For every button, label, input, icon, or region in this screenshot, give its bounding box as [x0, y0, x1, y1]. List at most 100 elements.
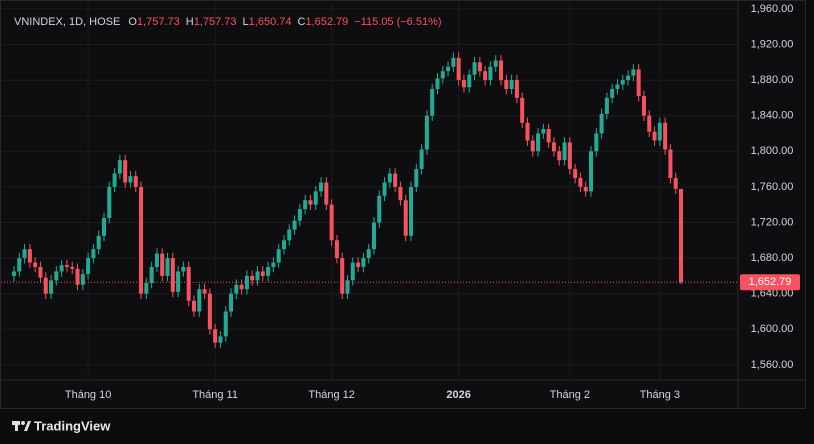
field-key: L: [243, 16, 249, 28]
header-line: VNINDEX, 1D, HOSE O1,757.73 H1,757.73 L1,65…: [14, 16, 442, 28]
candle-body: [419, 149, 424, 170]
candle-body: [149, 266, 154, 283]
y-tick-label: 1,880.00: [751, 74, 794, 86]
candle-body: [202, 289, 207, 294]
change: −115.05 (−6.51%): [354, 16, 441, 28]
candle-body: [244, 275, 249, 290]
chart-frame: [0, 0, 806, 409]
candle-body: [435, 78, 440, 89]
candle-body: [557, 151, 562, 161]
candle-body: [308, 200, 313, 205]
candle-body: [271, 262, 276, 267]
y-tick-label: 1,800.00: [751, 145, 794, 157]
candle-body: [573, 169, 578, 178]
candle-body: [610, 88, 615, 98]
candle-body: [578, 177, 583, 187]
candle-body: [250, 275, 255, 281]
candle-body: [546, 129, 551, 143]
candle-body: [583, 186, 588, 192]
candle-body: [186, 266, 191, 301]
candle-body: [551, 142, 556, 152]
candle-body: [567, 142, 572, 170]
candle-body: [345, 280, 350, 294]
candle-body: [170, 258, 175, 292]
candle-body: [456, 57, 461, 81]
field-key: O: [128, 16, 137, 28]
candle-body: [292, 220, 297, 230]
candle-body: [377, 195, 382, 223]
y-tick-label: 1,560.00: [751, 359, 794, 371]
candle-body: [86, 258, 91, 275]
symbol: VNINDEX, 1D, HOSE: [14, 16, 120, 28]
field-value: 1,652.79: [305, 16, 348, 28]
y-tick-label: 1,960.00: [751, 3, 794, 15]
candle-body: [303, 200, 308, 210]
candle-body: [276, 249, 281, 263]
candle-body: [260, 271, 265, 276]
candle-body: [673, 177, 678, 189]
candle-body: [64, 265, 69, 267]
candle-body: [165, 258, 170, 276]
candle-body: [229, 293, 234, 312]
candle-body: [641, 96, 646, 116]
candle-body: [493, 60, 498, 67]
candle-body: [101, 218, 107, 236]
candle-body: [133, 176, 138, 187]
field-value: 1,650.74: [249, 16, 292, 28]
candle-body: [440, 71, 445, 79]
candle-body: [160, 253, 165, 276]
candle-body: [514, 80, 519, 98]
candle-body: [281, 240, 286, 250]
candle-body: [647, 115, 652, 132]
candle-body: [657, 122, 662, 141]
candle-body: [403, 200, 408, 236]
candle-body: [96, 235, 101, 250]
x-tick-label: Tháng 2: [550, 389, 590, 401]
candle-body: [128, 176, 133, 183]
candle-body: [361, 258, 366, 267]
candle-body: [451, 57, 456, 67]
candle-body: [467, 74, 472, 88]
x-tick-label: Tháng 3: [640, 389, 680, 401]
candle-body: [504, 80, 509, 89]
field-key: C: [297, 16, 305, 28]
candle-body: [477, 62, 482, 72]
candle-body: [562, 142, 567, 161]
candle-body: [668, 149, 673, 178]
candle-body: [80, 274, 85, 285]
y-tick-label: 1,600.00: [751, 323, 794, 335]
last-price-label: 1,652.79: [749, 276, 792, 288]
candle-body: [350, 262, 355, 281]
candle-body: [54, 271, 59, 281]
candle-body: [176, 271, 181, 292]
candle-body: [599, 113, 604, 134]
candle-body: [207, 293, 212, 330]
x-tick-label: Tháng 12: [308, 389, 354, 401]
candle-body: [239, 284, 244, 290]
candle-body: [430, 88, 435, 116]
candle-body: [329, 204, 334, 241]
candle-body: [483, 71, 488, 81]
candle-body: [588, 151, 594, 192]
candle-body: [197, 289, 202, 312]
candle-body: [17, 258, 22, 272]
candle-body: [107, 186, 112, 219]
candle-body: [22, 249, 27, 259]
candle-body: [678, 188, 684, 283]
x-tick-label: 2026: [446, 389, 470, 401]
candle-body: [488, 66, 493, 81]
candle-body: [652, 131, 657, 141]
candle-body: [123, 160, 128, 183]
candle-body: [234, 284, 239, 294]
candle-body: [631, 69, 636, 76]
candle-body: [49, 280, 54, 294]
candle-body: [636, 69, 641, 97]
candle-body: [615, 84, 620, 89]
candle-body: [144, 282, 149, 294]
candle-body: [472, 62, 477, 75]
y-tick-label: 1,720.00: [751, 216, 794, 228]
candle-body: [536, 133, 541, 152]
candle-body: [371, 222, 376, 250]
candle-body: [541, 129, 546, 134]
candle-body: [663, 122, 668, 150]
